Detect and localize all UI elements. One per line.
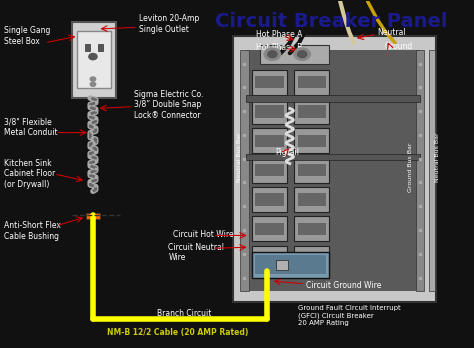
Text: Ground: Ground [384, 42, 412, 51]
Text: Branch Circuit: Branch Circuit [157, 309, 211, 318]
Text: Neutral Bus Bar: Neutral Bus Bar [237, 132, 242, 182]
Bar [294, 246, 329, 271]
Bar [246, 50, 420, 291]
Bar [252, 128, 287, 153]
Text: Circuit Ground Wire: Circuit Ground Wire [306, 280, 381, 290]
Bar [429, 50, 435, 291]
Bar [252, 158, 287, 183]
Bar [294, 70, 329, 95]
Bar [240, 50, 249, 291]
Bar [294, 99, 329, 124]
Bar [298, 105, 326, 118]
Circle shape [268, 51, 277, 58]
Text: Circuit Neutral
Wire: Circuit Neutral Wire [168, 243, 225, 262]
Text: Neutral Bus Bar: Neutral Bus Bar [435, 132, 440, 182]
Text: Leviton 20-Amp
Single Outlet: Leviton 20-Amp Single Outlet [139, 14, 199, 33]
Bar [298, 76, 326, 88]
Text: Pigtail: Pigtail [275, 148, 299, 157]
Bar [246, 95, 420, 102]
Circle shape [264, 48, 281, 61]
Bar [252, 246, 287, 271]
Bar [298, 223, 326, 235]
Bar [252, 216, 287, 241]
Bar [260, 45, 329, 64]
Bar [255, 164, 284, 176]
Bar [298, 135, 326, 147]
Bar [416, 50, 424, 291]
Bar [298, 252, 326, 264]
Bar [294, 158, 329, 183]
Text: Circuit Breaker Panel: Circuit Breaker Panel [215, 12, 447, 31]
Bar [73, 22, 116, 98]
Text: Sigma Electric Co.
3/8” Double Snap
Lock® Connector: Sigma Electric Co. 3/8” Double Snap Lock… [134, 90, 203, 120]
Bar [252, 252, 329, 278]
Bar [294, 216, 329, 241]
Text: Anti-Short Flex
Cable Bushing: Anti-Short Flex Cable Bushing [4, 221, 61, 241]
Circle shape [298, 51, 307, 58]
Bar [98, 44, 103, 52]
Bar [255, 255, 326, 274]
Bar [252, 187, 287, 212]
Bar [77, 31, 111, 88]
Bar [276, 260, 288, 270]
Text: Circuit Hot Wire: Circuit Hot Wire [173, 230, 234, 239]
Circle shape [90, 77, 96, 81]
Circle shape [90, 82, 96, 86]
Bar [294, 128, 329, 153]
Text: NM-B 12/2 Cable (20 AMP Rated): NM-B 12/2 Cable (20 AMP Rated) [107, 328, 248, 337]
Bar [255, 105, 284, 118]
Bar [86, 213, 100, 219]
Bar [252, 99, 287, 124]
Bar [233, 36, 437, 302]
Bar [298, 193, 326, 206]
Bar [255, 135, 284, 147]
Text: Hot Phase A: Hot Phase A [256, 30, 303, 39]
Circle shape [89, 54, 97, 60]
Text: Single Gang
Steel Box: Single Gang Steel Box [4, 26, 50, 46]
Circle shape [294, 48, 310, 61]
Bar [255, 193, 284, 206]
Text: 3/8" Flexible
Metal Conduit: 3/8" Flexible Metal Conduit [4, 118, 57, 137]
Text: Ground Fault Circuit Interrupt
(GFCI) Circuit Breaker
20 AMP Rating: Ground Fault Circuit Interrupt (GFCI) Ci… [298, 305, 401, 326]
Bar [246, 154, 420, 160]
Text: Hot Phase B: Hot Phase B [256, 43, 303, 52]
Bar [298, 164, 326, 176]
Bar [255, 223, 284, 235]
Bar [85, 44, 90, 52]
Bar [255, 76, 284, 88]
Text: Ground Bus Bar: Ground Bus Bar [408, 142, 413, 192]
Bar [255, 252, 284, 264]
Text: Neutral: Neutral [377, 28, 405, 37]
Bar [294, 187, 329, 212]
Text: Kitchen Sink
Cabinet Floor
(or Drywall): Kitchen Sink Cabinet Floor (or Drywall) [4, 159, 55, 189]
Bar [252, 70, 287, 95]
